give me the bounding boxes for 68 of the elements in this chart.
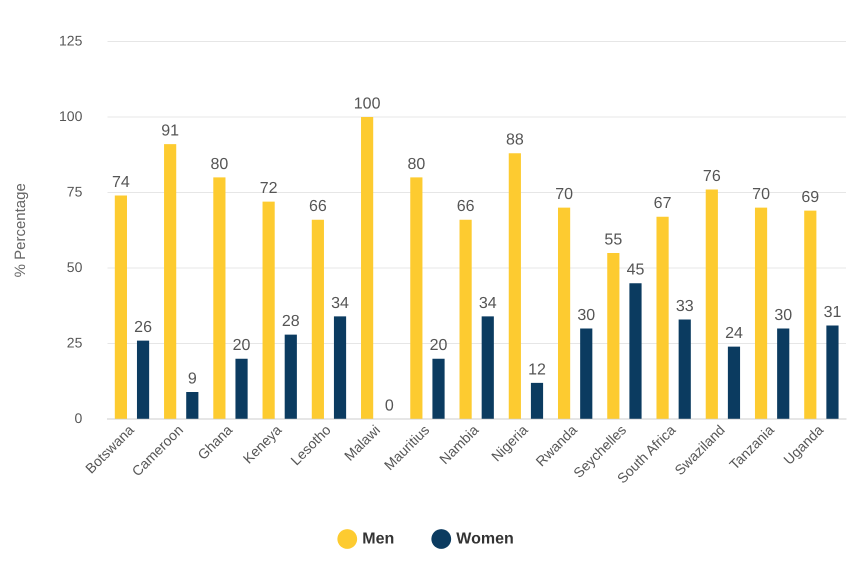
data-label: 20 [430,337,448,354]
y-tick-label: 25 [66,334,83,350]
data-label: 0 [384,398,394,415]
data-label: 66 [308,198,327,216]
bar [607,252,620,419]
bar [432,358,445,419]
data-label: 100 [354,95,381,112]
bar [164,144,176,419]
y-tick-label: 75 [66,183,83,200]
bar [262,202,275,419]
bar [777,328,790,419]
bar [213,177,226,419]
data-label: 24 [725,325,743,342]
bar [508,153,521,419]
legend-label: Men [362,530,394,548]
bar [235,358,248,419]
data-label: 76 [702,168,721,185]
data-label: 9 [188,370,197,388]
bar [460,220,472,419]
data-label: 80 [210,156,228,173]
bar [410,177,422,419]
bar [530,382,544,419]
data-label: 33 [676,298,694,315]
bar [558,208,570,419]
data-label: 45 [626,262,644,279]
y-tick-label: 50 [66,258,83,275]
data-label: 88 [506,132,524,149]
data-label: 67 [654,195,672,212]
bar [482,316,494,419]
data-label: 31 [824,304,842,321]
y-axis-title: % Percentage [12,183,30,278]
bar [361,116,374,419]
data-label: 91 [161,122,180,140]
data-label: 12 [528,361,546,378]
y-tick-label: 125 [59,32,83,48]
bar [136,340,150,419]
data-label: 28 [282,312,300,330]
data-label: 55 [604,231,622,248]
data-label: 74 [112,174,130,191]
bar [629,283,642,419]
data-label: 34 [331,294,350,312]
data-label: 72 [260,180,278,197]
data-label: 70 [752,186,770,204]
bar [334,316,346,419]
bar [656,216,669,419]
bar [826,326,839,419]
data-label: 34 [478,294,497,312]
data-label: 66 [456,198,475,216]
bar [706,189,718,419]
data-label: 70 [555,186,574,204]
data-label: 30 [577,306,596,324]
data-label: 69 [801,189,820,206]
bar [678,319,691,419]
bar [804,210,816,419]
data-label: 80 [407,156,426,173]
bar [754,208,768,419]
bar [728,346,740,419]
bar [284,334,297,419]
bar [580,328,592,419]
data-label: 30 [774,306,792,324]
data-label: 26 [134,319,152,336]
data-label: 20 [232,337,251,354]
y-tick-label: 0 [74,410,83,426]
bar [186,392,198,419]
y-tick-label: 100 [59,108,83,124]
bar [312,220,324,419]
legend-label: Women [456,530,514,548]
bar [114,196,127,419]
